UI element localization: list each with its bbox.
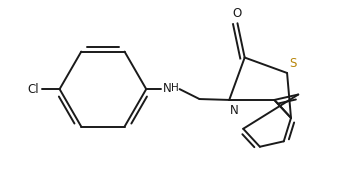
Text: N: N (230, 104, 239, 117)
Text: Cl: Cl (27, 83, 39, 96)
Text: O: O (233, 7, 242, 20)
Text: H: H (171, 83, 179, 93)
Text: S: S (289, 57, 296, 70)
Text: N: N (163, 82, 172, 95)
